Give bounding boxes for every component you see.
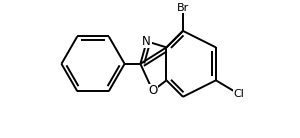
Text: N: N: [142, 35, 151, 48]
Text: Cl: Cl: [234, 89, 245, 99]
Text: Br: Br: [177, 3, 189, 13]
Text: O: O: [148, 84, 158, 97]
